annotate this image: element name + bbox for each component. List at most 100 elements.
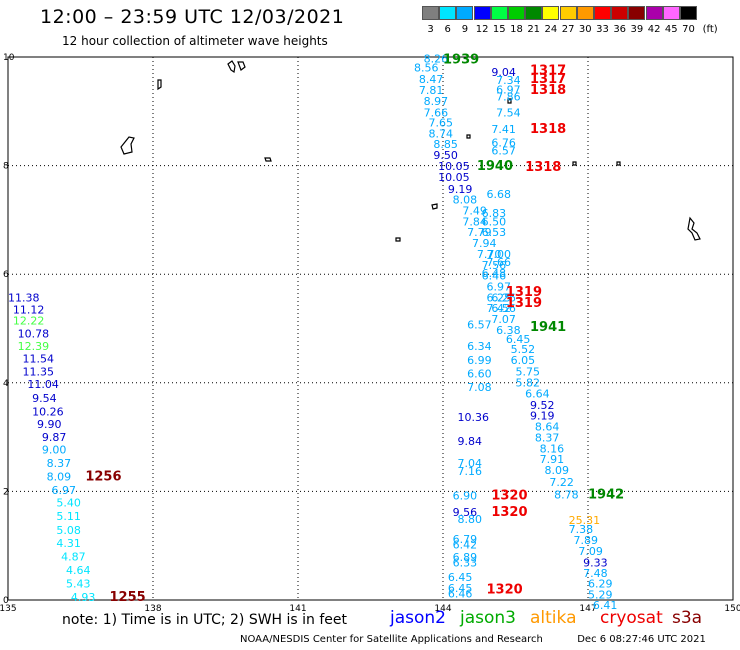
wave-height-reading: 11.12 bbox=[13, 303, 45, 316]
legend-swatch bbox=[611, 6, 629, 20]
wave-height-reading: 11.04 bbox=[27, 378, 59, 391]
lon-tick-label: 147 bbox=[579, 604, 596, 614]
map-frame bbox=[7, 56, 734, 601]
lat-tick-label: 10 bbox=[3, 53, 15, 63]
legend-swatch bbox=[576, 6, 594, 20]
wave-height-reading: 4.87 bbox=[61, 550, 86, 563]
pass-time-label: 1256 bbox=[85, 470, 121, 485]
pass-time-label: 1942 bbox=[588, 487, 624, 502]
wave-height-reading: 6.64 bbox=[525, 387, 550, 400]
wave-height-reading: 6.29 bbox=[588, 578, 613, 591]
lat-tick-label: 4 bbox=[3, 379, 9, 389]
wave-height-reading: 5.29 bbox=[588, 588, 613, 601]
wave-height-reading: 6.46 bbox=[448, 587, 473, 600]
legend-label: 12 bbox=[475, 24, 489, 35]
wave-height-reading: 10.05 bbox=[438, 171, 470, 184]
wave-height-reading: 7.04 bbox=[458, 457, 483, 470]
wave-height-reading: 7.56 bbox=[482, 259, 507, 272]
wave-height-reading: 9.00 bbox=[42, 443, 66, 456]
wave-height-reading: 6.34 bbox=[467, 340, 492, 353]
legend-swatch bbox=[473, 6, 491, 20]
wave-height-reading: 8.80 bbox=[458, 513, 483, 526]
wave-height-reading: 7.22 bbox=[549, 476, 574, 489]
island-shape bbox=[616, 161, 621, 166]
satellite-s3a: s3a bbox=[672, 608, 703, 628]
legend-label: 24 bbox=[544, 24, 558, 35]
legend-swatch bbox=[628, 6, 646, 20]
wave-height-reading: 9.33 bbox=[583, 556, 608, 569]
pass-time-label: 1320 bbox=[491, 505, 527, 520]
island-shape bbox=[507, 98, 512, 104]
wave-height-reading: 9.90 bbox=[37, 418, 62, 431]
wave-height-reading: 6.46 bbox=[482, 270, 507, 283]
wave-height-reading: 6.25 bbox=[487, 291, 512, 304]
wave-height-reading: 7.08 bbox=[467, 381, 492, 394]
credit-text: NOAA/NESDIS Center for Satellite Applica… bbox=[240, 634, 543, 645]
wave-height-reading: 6.57 bbox=[491, 145, 516, 158]
wave-height-reading: 7.54 bbox=[496, 107, 520, 120]
pass-time-label: 1318 bbox=[525, 160, 561, 175]
wave-height-reading: 6.97 bbox=[496, 83, 520, 96]
wave-height-reading: 5.40 bbox=[56, 497, 80, 510]
lat-tick-label: 6 bbox=[3, 270, 9, 280]
pass-time-label: 1317 bbox=[530, 63, 566, 78]
wave-height-reading: 7.84 bbox=[462, 215, 487, 228]
wave-height-reading: 6.45 bbox=[506, 333, 531, 346]
legend-label: 9 bbox=[461, 24, 469, 35]
wave-height-reading: 7.79 bbox=[467, 226, 492, 239]
wave-height-reading: 6.56 bbox=[491, 302, 516, 315]
island-shape bbox=[395, 237, 401, 242]
legend-label: 15 bbox=[492, 24, 506, 35]
legend-label: 42 bbox=[647, 24, 661, 35]
wave-height-reading: 7.66 bbox=[487, 256, 512, 269]
wave-height-reading: 10.05 bbox=[438, 160, 470, 173]
wave-height-reading: 7.48 bbox=[583, 567, 608, 580]
wave-height-reading: 8.85 bbox=[433, 138, 458, 151]
wave-height-reading: 7.07 bbox=[491, 313, 516, 326]
units-note: note: 1) Time is in UTC; 2) SWH is in fe… bbox=[62, 612, 348, 628]
lon-tick-label: 138 bbox=[144, 604, 161, 614]
wave-height-reading: 9.87 bbox=[42, 431, 66, 444]
wave-height-reading: 7.49 bbox=[462, 204, 487, 217]
pass-time-label: 1940 bbox=[477, 159, 513, 174]
wave-height-reading: 7.81 bbox=[419, 84, 444, 97]
wave-height-reading: 5.52 bbox=[511, 343, 535, 356]
wave-height-reading: 5.82 bbox=[516, 377, 541, 390]
legend-swatch bbox=[456, 6, 474, 20]
wave-height-reading: 10.26 bbox=[32, 405, 64, 418]
legend-swatch bbox=[508, 6, 525, 20]
wave-height-reading: 9.19 bbox=[530, 410, 555, 423]
wave-height-reading: 6.97 bbox=[487, 280, 512, 293]
pass-time-label: 1319 bbox=[506, 285, 542, 300]
wave-height-reading: 6.99 bbox=[467, 354, 492, 367]
wave-height-reading: 6.45 bbox=[448, 571, 473, 584]
wave-height-reading: 7.38 bbox=[569, 523, 594, 536]
legend-label: 45 bbox=[664, 24, 678, 35]
legend-swatch bbox=[680, 6, 697, 20]
wave-height-reading: 6.48 bbox=[482, 267, 507, 280]
legend-label: 6 bbox=[444, 24, 451, 35]
wave-height-reading: 6.76 bbox=[491, 137, 516, 150]
island-shape bbox=[120, 136, 135, 155]
wave-height-reading: 8.56 bbox=[414, 62, 439, 75]
credit-line: NOAA/NESDIS Center for Satellite Applica… bbox=[240, 634, 706, 645]
wave-height-reading: 6.68 bbox=[487, 188, 512, 201]
pass-time-label: 1318 bbox=[530, 122, 566, 137]
generated-timestamp: Dec 6 08:27:46 UTC 2021 bbox=[577, 634, 706, 645]
wave-height-reading: 7.41 bbox=[491, 123, 516, 136]
wave-height-reading: 8.09 bbox=[47, 471, 72, 484]
legend-swatch bbox=[594, 6, 611, 20]
legend-swatch bbox=[662, 6, 680, 20]
satellite-jason2: jason2 bbox=[390, 608, 446, 628]
wave-height-reading: 4.64 bbox=[66, 564, 91, 577]
wave-height-reading: 4.93 bbox=[71, 591, 96, 604]
map-subtitle: 12 hour collection of altimeter wave hei… bbox=[62, 34, 328, 48]
wave-height-reading: 8.74 bbox=[429, 127, 454, 140]
legend-label: 33 bbox=[596, 24, 609, 35]
lat-tick-label: 2 bbox=[3, 487, 9, 497]
lat-tick-label: 8 bbox=[3, 162, 9, 172]
wave-height-reading: 12.39 bbox=[18, 340, 49, 353]
wave-height-reading: 7.89 bbox=[574, 534, 599, 547]
wave-height-reading: 8.37 bbox=[47, 457, 72, 470]
